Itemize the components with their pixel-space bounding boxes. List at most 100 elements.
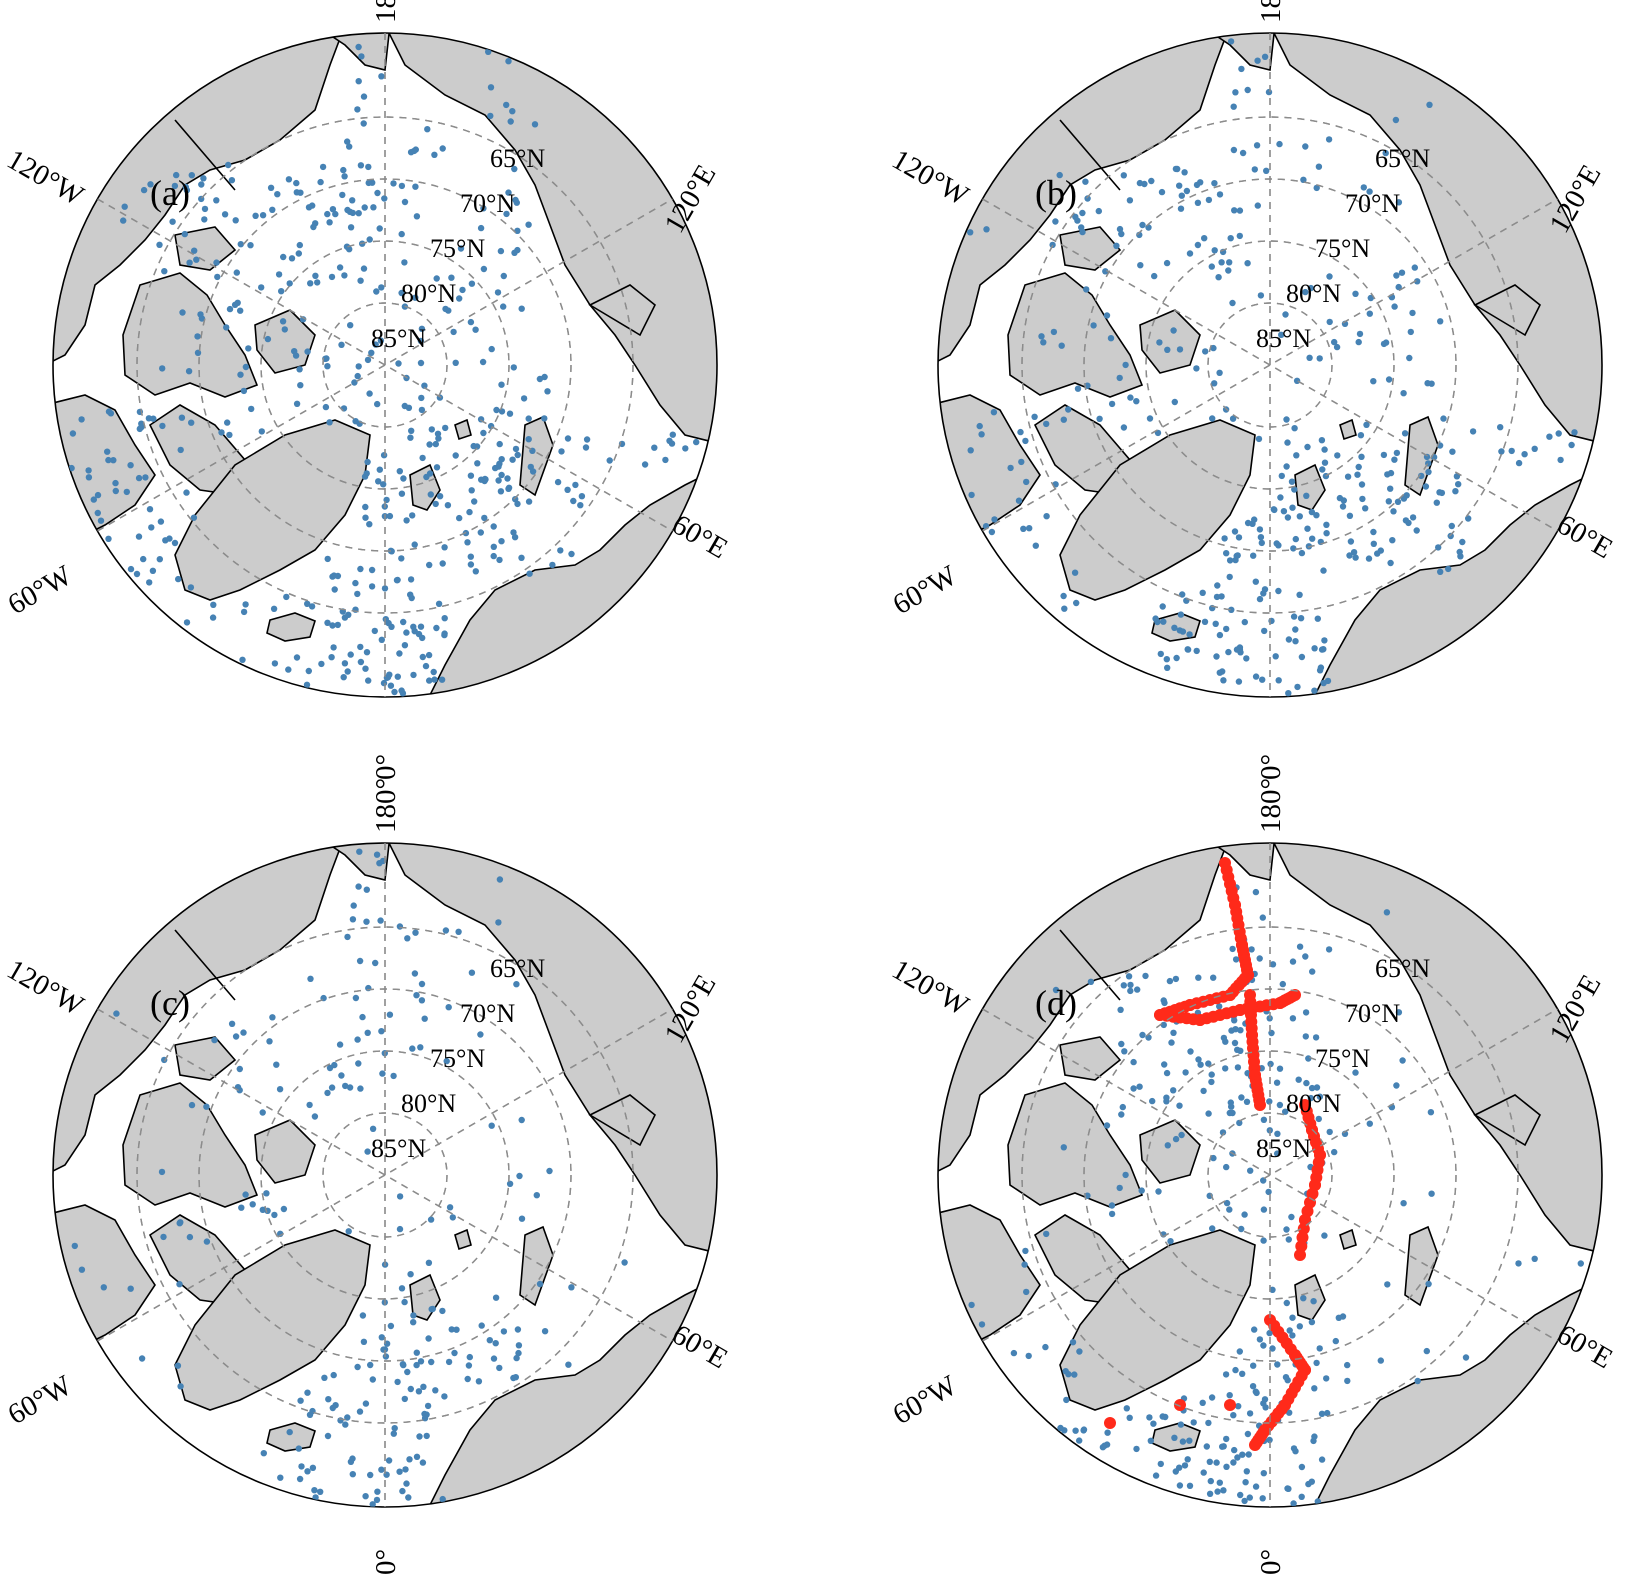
observation-dot <box>1250 1362 1257 1369</box>
observation-dot <box>1294 683 1301 691</box>
observation-dot <box>1380 340 1388 348</box>
observation-dot <box>1117 1006 1124 1013</box>
observation-dot <box>354 1363 361 1371</box>
observation-dot <box>509 456 516 463</box>
observation-dot <box>1241 1211 1248 1218</box>
observation-dot <box>1302 288 1309 296</box>
observation-dot <box>1250 552 1257 559</box>
observation-dot <box>156 556 163 563</box>
observation-dot <box>1308 1318 1316 1326</box>
meridian-label-180: 180° <box>1255 778 1287 833</box>
observation-dot <box>498 456 505 463</box>
observation-dot <box>418 394 425 402</box>
observation-dot <box>1163 1069 1171 1077</box>
observation-dot <box>1424 380 1431 387</box>
observation-dot <box>1384 1281 1391 1288</box>
track-dot <box>1289 989 1301 1001</box>
observation-dot <box>1320 646 1327 653</box>
observation-dot <box>1318 1456 1326 1463</box>
observation-dot <box>1428 1190 1435 1197</box>
observation-dot <box>1212 620 1219 627</box>
observation-dot <box>1238 1094 1245 1101</box>
observation-dot <box>496 876 504 883</box>
observation-dot <box>369 1376 376 1383</box>
observation-dot <box>158 1168 166 1176</box>
observation-dot <box>1206 1490 1214 1497</box>
observation-dot <box>510 529 517 536</box>
observation-dot <box>338 1072 345 1079</box>
observation-dot <box>1260 590 1267 597</box>
observation-dot <box>329 622 336 629</box>
observation-dot <box>439 145 446 152</box>
observation-dot <box>1228 606 1235 613</box>
observation-dot <box>1161 1061 1168 1068</box>
observation-dot <box>481 514 488 522</box>
observation-dot <box>497 488 505 495</box>
observation-dot <box>344 668 351 675</box>
observation-dot <box>1331 338 1338 346</box>
observation-dot <box>1065 406 1072 413</box>
observation-dot <box>1325 946 1333 953</box>
observation-dot <box>1261 53 1269 60</box>
observation-dot <box>1282 1374 1290 1381</box>
observation-dot <box>395 360 402 367</box>
observation-dot <box>1235 1403 1242 1410</box>
observation-dot <box>1231 528 1239 535</box>
observation-dot <box>432 500 439 508</box>
observation-dot <box>177 1383 184 1390</box>
observation-dot <box>431 151 438 158</box>
observation-dot <box>390 180 397 187</box>
observation-dot <box>325 1396 332 1403</box>
meridian-label-0: 0° <box>1255 754 1287 780</box>
observation-dot <box>355 1060 362 1067</box>
observation-dot <box>113 1010 120 1017</box>
observation-dot <box>1433 499 1440 506</box>
observation-dot <box>1320 567 1327 574</box>
observation-dot <box>213 197 220 204</box>
observation-dot <box>1116 225 1124 233</box>
observation-dot <box>459 286 466 294</box>
observation-dot <box>1232 556 1239 564</box>
observation-dot <box>527 463 534 471</box>
observation-dot <box>1221 535 1228 542</box>
observation-dot <box>1366 310 1373 317</box>
observation-dot <box>378 73 385 80</box>
observation-dot <box>1251 166 1258 173</box>
observation-dot <box>1107 335 1115 342</box>
observation-dot <box>503 210 510 218</box>
observation-dot <box>1060 592 1067 600</box>
observation-dot <box>568 550 575 558</box>
observation-dot <box>344 138 351 145</box>
observation-dot <box>415 630 423 638</box>
observation-dot <box>417 1044 424 1051</box>
observation-dot <box>138 420 145 427</box>
observation-dot <box>1332 1337 1339 1345</box>
observation-dot <box>1269 961 1277 968</box>
observation-dot <box>1571 429 1578 436</box>
panel-tag: (a) <box>150 173 190 213</box>
observation-dot <box>1218 259 1225 266</box>
observation-dot <box>203 1103 210 1110</box>
observation-dot <box>1200 1469 1207 1476</box>
observation-dot <box>536 1280 544 1288</box>
observation-dot <box>468 487 475 494</box>
observation-dot <box>347 1458 355 1465</box>
observation-dot <box>512 196 519 204</box>
observation-dot <box>240 608 248 616</box>
observation-dot <box>430 668 437 676</box>
observation-dot <box>407 576 415 583</box>
observation-dot <box>1557 456 1564 464</box>
observation-dot <box>407 434 414 441</box>
observation-dot <box>398 555 405 562</box>
observation-dot <box>1239 1370 1246 1377</box>
observation-dot <box>394 673 401 680</box>
observation-dot <box>1411 264 1418 271</box>
observation-dot <box>1190 1419 1197 1426</box>
observation-dot <box>441 544 448 551</box>
observation-dot <box>433 624 440 632</box>
observation-dot <box>277 1474 284 1481</box>
observation-dot <box>419 454 426 462</box>
observation-dot <box>1152 1472 1160 1479</box>
observation-dot <box>1437 318 1444 325</box>
observation-dot <box>1260 1237 1267 1244</box>
